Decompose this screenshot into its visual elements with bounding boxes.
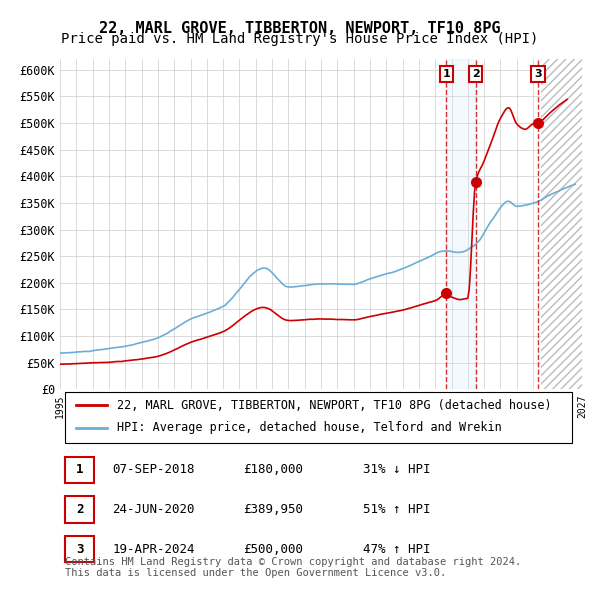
Bar: [541, 59, 582, 389]
FancyBboxPatch shape: [65, 496, 94, 523]
Bar: [446, 59, 476, 389]
Text: £389,950: £389,950: [242, 503, 303, 516]
FancyBboxPatch shape: [65, 392, 572, 443]
Text: Contains HM Land Registry data © Crown copyright and database right 2024.
This d: Contains HM Land Registry data © Crown c…: [65, 556, 521, 578]
Text: 3: 3: [534, 69, 542, 79]
Text: 1: 1: [76, 463, 83, 476]
Bar: [541, 59, 582, 389]
Text: 31% ↓ HPI: 31% ↓ HPI: [363, 463, 430, 476]
Text: 07-SEP-2018: 07-SEP-2018: [112, 463, 194, 476]
FancyBboxPatch shape: [65, 536, 94, 562]
Text: £180,000: £180,000: [242, 463, 303, 476]
Text: Price paid vs. HM Land Registry's House Price Index (HPI): Price paid vs. HM Land Registry's House …: [61, 32, 539, 47]
FancyBboxPatch shape: [65, 457, 94, 483]
Text: 22, MARL GROVE, TIBBERTON, NEWPORT, TF10 8PG (detached house): 22, MARL GROVE, TIBBERTON, NEWPORT, TF10…: [118, 399, 552, 412]
Text: 3: 3: [76, 543, 83, 556]
Text: 22, MARL GROVE, TIBBERTON, NEWPORT, TF10 8PG: 22, MARL GROVE, TIBBERTON, NEWPORT, TF10…: [99, 21, 501, 35]
Text: HPI: Average price, detached house, Telford and Wrekin: HPI: Average price, detached house, Telf…: [118, 421, 502, 434]
Text: 1: 1: [442, 69, 450, 79]
Text: 2: 2: [472, 69, 479, 79]
Text: 2: 2: [76, 503, 83, 516]
Text: £500,000: £500,000: [242, 543, 303, 556]
Text: 47% ↑ HPI: 47% ↑ HPI: [363, 543, 430, 556]
Text: 51% ↑ HPI: 51% ↑ HPI: [363, 503, 430, 516]
Text: 19-APR-2024: 19-APR-2024: [112, 543, 194, 556]
Text: 24-JUN-2020: 24-JUN-2020: [112, 503, 194, 516]
